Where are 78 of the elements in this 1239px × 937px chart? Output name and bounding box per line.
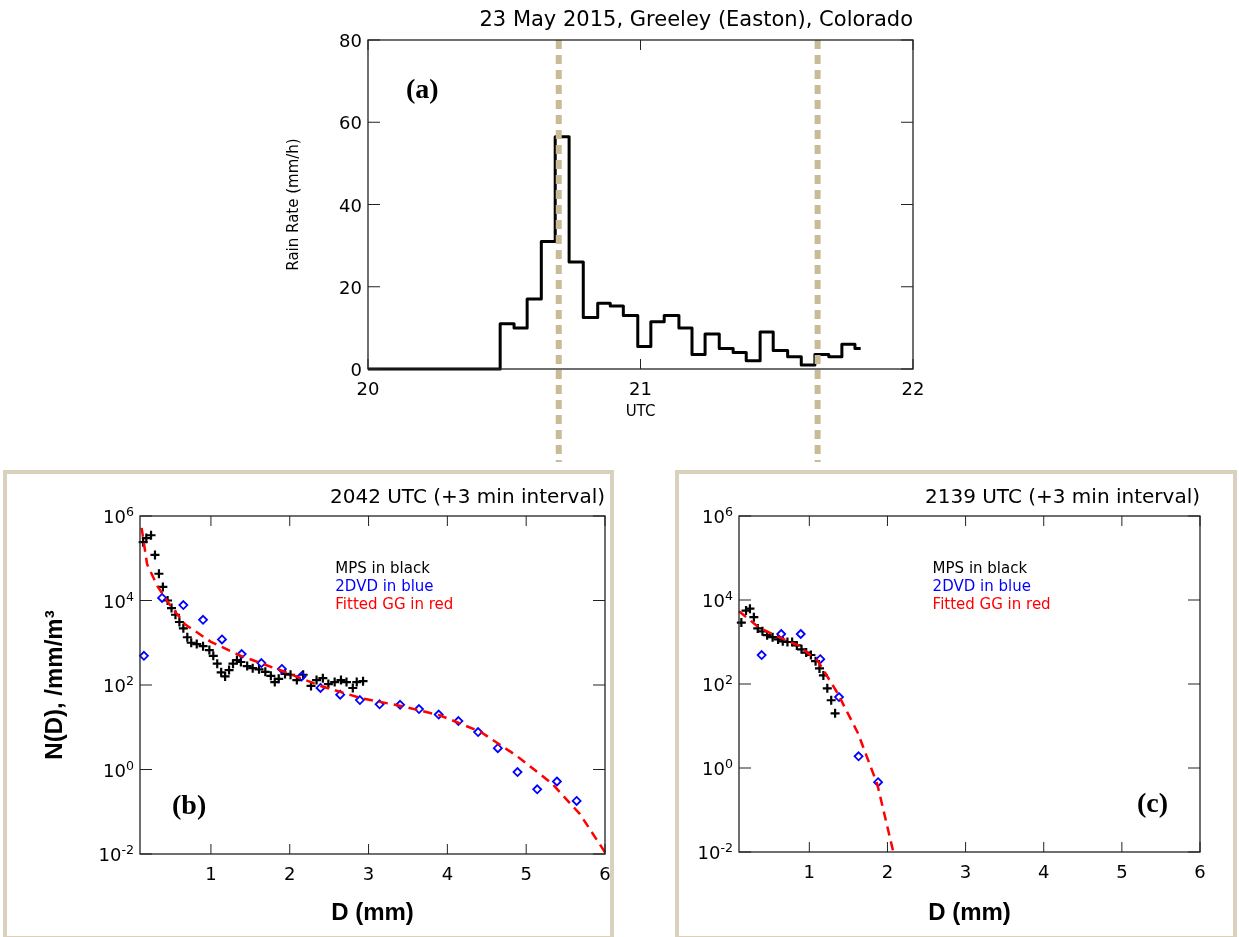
x-tick-label: 4 (1038, 861, 1050, 882)
y-tick-label: 40 (339, 194, 362, 216)
x-tick-label: 3 (959, 861, 972, 882)
point (795, 629, 806, 639)
line-series (140, 526, 607, 854)
point (433, 709, 444, 720)
text: MPS in black (932, 559, 1028, 578)
point (276, 664, 287, 674)
point (756, 650, 767, 660)
y-tick-label: 10$^{6}$ (103, 503, 134, 527)
point (512, 767, 523, 777)
point (354, 695, 365, 705)
text: MPS in black (335, 559, 431, 578)
point (552, 776, 562, 787)
y-tick-label: 10$^{0}$ (103, 757, 134, 781)
point (374, 699, 385, 710)
x-axis-title: D (mm) (928, 898, 1011, 925)
text: Fitted GG in red (335, 595, 454, 614)
point (532, 784, 543, 795)
annotation: (c) (1136, 787, 1168, 818)
chart-title: 23 May 2015, Greeley (Easton), Colorado (479, 7, 913, 31)
x-tick-label: 5 (1116, 861, 1128, 882)
chart-title: 2139 UTC (+3 min interval) (924, 484, 1200, 508)
x-tick-label: 5 (520, 863, 532, 884)
point (236, 649, 247, 659)
y-tick-label: 10$^{-2}$ (697, 839, 733, 863)
point (873, 777, 883, 788)
line-series (737, 609, 895, 852)
y-tick-label: 10$^{6}$ (702, 503, 733, 527)
point (157, 593, 167, 603)
point (776, 629, 787, 639)
y-tick-label: 0 (350, 359, 362, 380)
text: Fitted GG in red (932, 595, 1051, 614)
x-tick-label: 22 (901, 378, 925, 399)
y-tick-label: 10$^{4}$ (103, 588, 134, 612)
y-axis-title: Rain Rate (mm/h) (284, 138, 302, 271)
x-tick-label: 6 (599, 863, 611, 884)
text: 2DVD in blue (335, 577, 434, 596)
point (453, 716, 464, 726)
point (139, 650, 149, 661)
y-tick-label: 10$^{-2}$ (98, 841, 134, 865)
point (473, 727, 484, 737)
x-tick-label: 3 (362, 863, 375, 884)
x-tick-label: 20 (356, 378, 380, 399)
x-tick-label: 1 (803, 861, 816, 882)
point (571, 796, 582, 806)
point (198, 614, 208, 625)
y-tick-label: 20 (339, 276, 362, 298)
annotation: (b) (172, 789, 207, 820)
y-tick-label: 80 (339, 30, 362, 51)
point (815, 654, 826, 665)
y-tick-label: 60 (339, 112, 362, 134)
x-tick-label: 1 (205, 863, 217, 884)
x-tick-label: 4 (441, 863, 454, 884)
point (834, 692, 844, 702)
y-axis-title: N(D), /mm/m³ (40, 610, 67, 760)
y-tick-label: 10$^{2}$ (702, 671, 733, 695)
x-tick-label: 2 (284, 863, 296, 884)
point (335, 689, 346, 700)
point (492, 743, 503, 754)
x-tick-label: 2 (881, 861, 894, 882)
chart-title: 2042 UTC (+3 min interval) (329, 484, 605, 508)
point (853, 751, 864, 762)
annotation: (a) (406, 73, 439, 104)
point (256, 658, 267, 668)
x-tick-label: 6 (1194, 861, 1206, 882)
y-tick-label: 10$^{2}$ (103, 672, 134, 696)
point (178, 600, 189, 610)
point (395, 699, 405, 710)
point (315, 683, 326, 693)
x-tick-label: 21 (629, 378, 652, 399)
x-axis-title: D (mm) (331, 898, 414, 925)
text: 2DVD in blue (932, 577, 1031, 596)
point (217, 634, 227, 645)
x-axis-title: UTC (625, 402, 656, 420)
point (414, 704, 424, 714)
y-tick-label: 10$^{0}$ (702, 755, 733, 779)
y-tick-label: 10$^{4}$ (702, 587, 733, 611)
